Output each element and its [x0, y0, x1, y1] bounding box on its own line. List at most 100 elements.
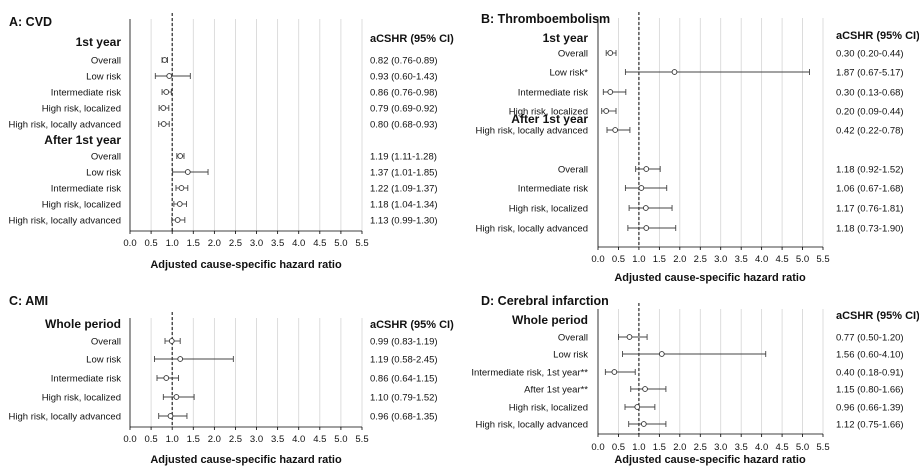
- ci-value-text: 0.30 (0.20-0.44): [836, 49, 904, 60]
- x-tick-label: 2.5: [694, 254, 707, 265]
- forest-panel-1: 0.0 0.5 1.0 1.5 2.0 2.5 3.0 3.5 4.0 4.5 5.0 5.5 A: C…: [9, 13, 454, 271]
- row-label: High risk, localized: [509, 403, 588, 414]
- x-tick-label: 2.0: [673, 442, 686, 453]
- row-label: High risk, locally advanced: [476, 420, 588, 431]
- ci-column-header: aCSHR (95% CI): [836, 30, 919, 42]
- row-label: Overall: [558, 165, 588, 176]
- panel-title: A: CVD: [9, 15, 52, 29]
- point-estimate: [607, 89, 614, 95]
- x-tick-label: 3.5: [735, 254, 748, 265]
- row-label: Low risk: [553, 350, 588, 361]
- point-estimate: [163, 375, 170, 381]
- ci-value-text: 0.42 (0.22-0.78): [836, 126, 904, 137]
- point-estimate: [671, 69, 678, 75]
- forest-panel-2: 0.0 0.5 1.0 1.5 2.0 2.5 3.0 3.5 4.0 4.5 5.0 5.5 B: T…: [476, 12, 919, 284]
- x-tick-label: 1.5: [187, 238, 200, 249]
- ci-value-text: 1.37 (1.01-1.85): [370, 168, 438, 179]
- ci-value-text: 1.17 (0.76-1.81): [836, 204, 904, 215]
- x-tick-label: 0.5: [144, 238, 157, 249]
- panel-title: C: AMI: [9, 294, 48, 308]
- row-label: Low risk: [86, 355, 121, 366]
- ci-value-text: 0.20 (0.09-0.44): [836, 107, 904, 118]
- point-estimate: [176, 201, 183, 207]
- x-tick-label: 4.5: [775, 442, 788, 453]
- x-tick-label: 0.5: [612, 254, 625, 265]
- point-estimate: [168, 338, 175, 344]
- row-label: Low risk: [86, 168, 121, 179]
- ci-value-text: 1.10 (0.79-1.52): [370, 393, 438, 404]
- x-tick-label: 1.0: [632, 442, 645, 453]
- row-label: Low risk*: [549, 68, 588, 79]
- x-axis-label: Adjusted cause-specific hazard ratio: [150, 454, 342, 466]
- point-estimate: [640, 421, 647, 427]
- x-tick-label: 1.0: [632, 254, 645, 265]
- x-tick-label: 5.5: [355, 238, 368, 249]
- ci-value-text: 1.19 (1.11-1.28): [370, 152, 437, 163]
- ci-value-text: 1.56 (0.60-4.10): [836, 350, 904, 361]
- x-tick-label: 1.0: [166, 238, 179, 249]
- row-label: High risk, localized: [509, 107, 588, 118]
- ci-value-text: 0.86 (0.76-0.98): [370, 88, 438, 99]
- x-tick-label: 0.5: [144, 434, 157, 445]
- point-estimate: [642, 386, 648, 392]
- x-tick-label: 0.0: [123, 238, 136, 249]
- ci-value-text: 0.99 (0.83-1.19): [370, 337, 438, 348]
- ci-value-text: 1.22 (1.09-1.37): [370, 184, 438, 195]
- forest-panel-4: 0.0 0.5 1.0 1.5 2.0 2.5 3.0 3.5 4.0 4.5 5.0 5.5 D: C…: [471, 294, 919, 466]
- ci-value-text: 1.18 (0.92-1.52): [836, 165, 904, 176]
- row-label: Intermediate risk: [51, 184, 121, 195]
- x-tick-label: 3.0: [250, 238, 263, 249]
- x-tick-label: 5.5: [355, 434, 368, 445]
- x-tick-label: 2.0: [673, 254, 686, 265]
- x-tick-label: 4.0: [755, 254, 768, 265]
- ci-value-text: 0.30 (0.13-0.68): [836, 88, 904, 99]
- ci-value-text: 0.82 (0.76-0.89): [370, 56, 438, 67]
- row-label: Intermediate risk, 1st year**: [471, 368, 588, 379]
- x-tick-label: 0.0: [123, 434, 136, 445]
- point-estimate: [160, 121, 167, 127]
- x-tick-label: 4.5: [313, 238, 326, 249]
- ci-value-text: 1.13 (0.99-1.30): [370, 216, 438, 227]
- x-tick-label: 2.5: [229, 238, 242, 249]
- point-estimate: [626, 334, 633, 340]
- group-title: 1st year: [76, 35, 122, 49]
- x-tick-label: 5.0: [796, 442, 809, 453]
- point-estimate: [634, 404, 641, 410]
- group-title: Whole period: [512, 313, 588, 327]
- x-tick-label: 4.5: [313, 434, 326, 445]
- panel-title: D: Cerebral infarction: [481, 294, 609, 308]
- x-tick-label: 0.0: [591, 254, 604, 265]
- ci-value-text: 1.19 (0.58-2.45): [370, 355, 438, 366]
- ci-value-text: 0.96 (0.66-1.39): [836, 403, 904, 414]
- x-axis-label: Adjusted cause-specific hazard ratio: [614, 454, 806, 466]
- x-tick-label: 1.0: [166, 434, 179, 445]
- x-tick-label: 2.5: [694, 442, 707, 453]
- x-tick-label: 5.5: [816, 442, 829, 453]
- row-label: Overall: [558, 49, 588, 60]
- point-estimate: [603, 108, 610, 114]
- x-tick-label: 2.0: [208, 434, 221, 445]
- ci-column-header: aCSHR (95% CI): [836, 310, 919, 322]
- x-tick-label: 2.0: [208, 238, 221, 249]
- row-label: Intermediate risk: [518, 184, 588, 195]
- row-label: Intermediate risk: [51, 374, 121, 385]
- row-label: High risk, locally advanced: [9, 120, 121, 131]
- point-estimate: [638, 185, 645, 191]
- point-estimate: [173, 394, 180, 400]
- point-estimate: [643, 205, 649, 211]
- row-label: Overall: [91, 337, 121, 348]
- x-tick-label: 1.5: [653, 254, 666, 265]
- row-label: High risk, localized: [42, 393, 121, 404]
- x-tick-label: 0.5: [612, 442, 625, 453]
- point-estimate: [161, 57, 168, 63]
- point-estimate: [611, 369, 618, 375]
- ci-value-text: 1.18 (0.73-1.90): [836, 224, 904, 235]
- ci-column-header: aCSHR (95% CI): [370, 319, 454, 331]
- ci-value-text: 1.15 (0.80-1.66): [836, 385, 904, 396]
- ci-value-text: 1.87 (0.67-5.17): [836, 68, 904, 79]
- row-label: Intermediate risk: [51, 88, 121, 99]
- x-tick-label: 4.5: [775, 254, 788, 265]
- row-label: After 1st year**: [524, 385, 588, 396]
- x-tick-label: 3.0: [714, 254, 727, 265]
